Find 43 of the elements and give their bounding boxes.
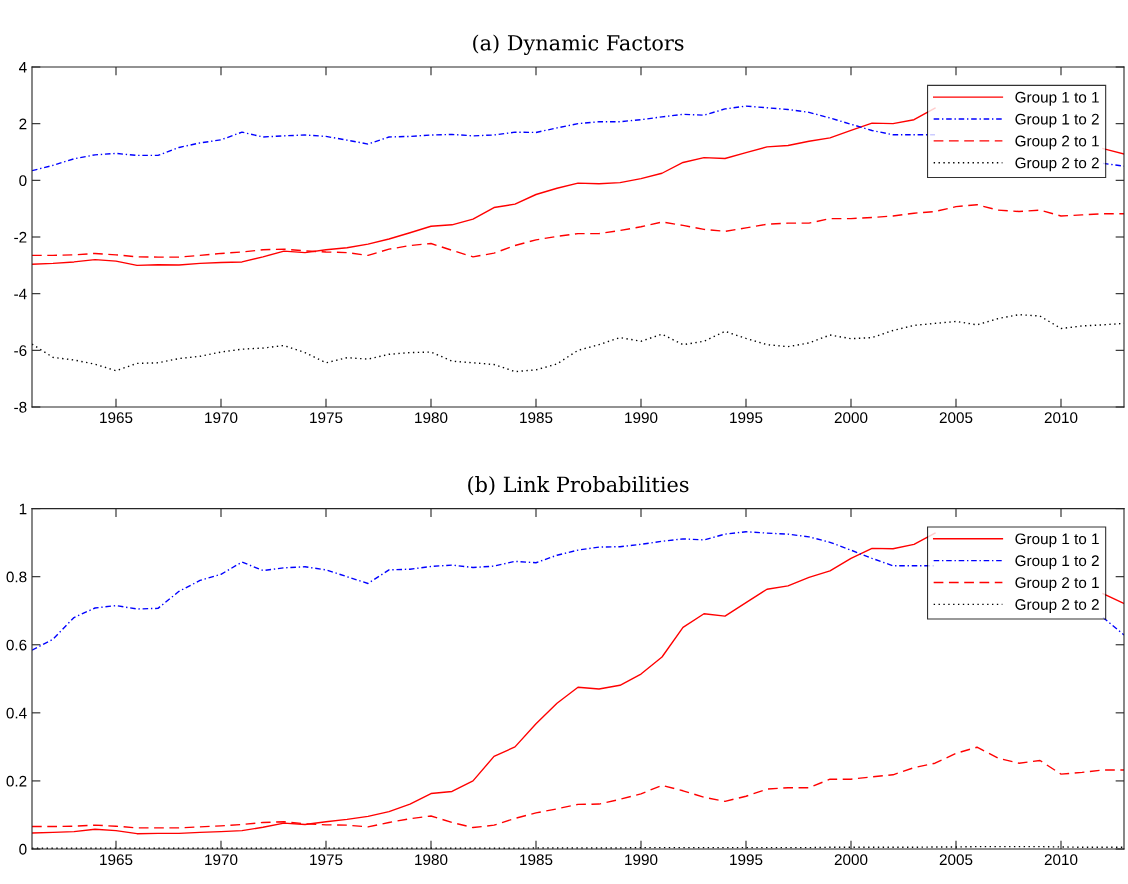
x-tick-label: 1985 <box>520 854 553 866</box>
legend-label: Group 1 to 1 <box>1015 91 1099 106</box>
y-tick-label: 0.8 <box>6 571 27 583</box>
legend-label: Group 1 to 2 <box>1015 555 1099 570</box>
y-tick-label: 0.4 <box>6 707 27 719</box>
legend-label: Group 1 to 1 <box>1015 533 1099 548</box>
x-tick-label: 2005 <box>939 412 973 424</box>
y-tick-label: 2 <box>19 118 27 130</box>
y-tick-label: 4 <box>18 62 27 73</box>
y-tick-label: 0.6 <box>6 639 27 651</box>
y-tick-label: -6 <box>14 345 27 357</box>
legend-label: Group 2 to 2 <box>1015 599 1099 613</box>
x-tick-label: 1995 <box>730 854 763 866</box>
legend-label: Group 2 to 1 <box>1015 577 1099 592</box>
legend-label: Group 2 to 1 <box>1015 135 1099 150</box>
x-tick-label: 1970 <box>205 412 238 424</box>
x-tick-label: 2010 <box>1044 854 1078 866</box>
legend-label: Group 2 to 2 <box>1015 157 1099 172</box>
y-tick-label: 0 <box>19 175 27 187</box>
x-tick-label: 1980 <box>415 412 448 424</box>
legend-label: Group 1 to 2 <box>1015 113 1099 128</box>
x-tick-label: 2000 <box>834 854 868 866</box>
chart-title: (b) Link Probabilities <box>468 476 689 496</box>
y-tick-label: 0.2 <box>6 775 27 787</box>
x-tick-label: 2005 <box>939 854 973 866</box>
x-tick-label: 1975 <box>310 854 343 866</box>
y-tick-label: -4 <box>14 288 27 300</box>
y-tick-label: 0 <box>19 843 27 855</box>
y-tick-label: -8 <box>14 401 27 413</box>
y-tick-label: -2 <box>14 231 27 243</box>
x-tick-label: 1990 <box>625 412 658 424</box>
chart-title: (a) Dynamic Factors <box>473 34 684 55</box>
x-tick-label: 1985 <box>520 412 553 424</box>
x-tick-label: 1980 <box>415 854 448 866</box>
x-tick-label: 1975 <box>310 412 343 424</box>
x-tick-label: 1990 <box>625 854 658 866</box>
x-tick-label: 1965 <box>100 854 133 866</box>
x-tick-label: 2000 <box>834 412 868 424</box>
x-tick-label: 1995 <box>730 412 763 424</box>
x-tick-label: 1965 <box>100 412 133 424</box>
x-tick-label: 1970 <box>205 854 238 866</box>
x-tick-label: 2010 <box>1044 412 1078 424</box>
y-tick-label: 1 <box>19 503 27 515</box>
